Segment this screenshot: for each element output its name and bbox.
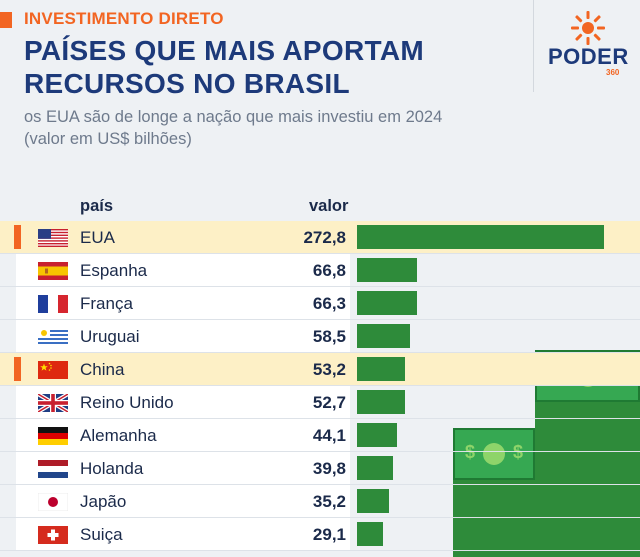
- value-label: 35,2: [312, 492, 346, 511]
- netherlands-flag-icon: [38, 460, 68, 478]
- switzerland-flag-icon: [38, 526, 68, 544]
- bar: [357, 390, 405, 414]
- spain-flag-icon: [38, 262, 68, 280]
- row-background: [16, 320, 350, 352]
- bar: [357, 456, 393, 480]
- japan-flag-icon: [38, 493, 68, 511]
- table-row: Holanda 39,8: [0, 452, 640, 485]
- highlight-marker: [14, 225, 21, 249]
- row-background: [16, 386, 350, 418]
- bar: [357, 423, 397, 447]
- germany-flag-icon: [38, 427, 68, 445]
- logo-text: PODER: [548, 44, 629, 69]
- bar: [357, 324, 410, 348]
- logo-divider: [533, 0, 534, 92]
- usa-flag-icon: [38, 229, 68, 247]
- table-row: Reino Unido 52,7: [0, 386, 640, 419]
- country-label: EUA: [80, 228, 115, 247]
- country-label: Holanda: [80, 459, 144, 478]
- table-row: Uruguai 58,5: [0, 320, 640, 353]
- value-label: 39,8: [312, 459, 346, 478]
- row-background: [16, 452, 350, 484]
- title-line-2: RECURSOS NO BRASIL: [24, 68, 350, 99]
- country-label: França: [80, 294, 133, 313]
- logo-subtext: 360: [606, 68, 620, 77]
- bar: [357, 357, 405, 381]
- value-label: 66,8: [312, 261, 346, 280]
- uruguay-flag-icon: [38, 328, 68, 346]
- table-row: Alemanha 44,1: [0, 419, 640, 452]
- value-label: 29,1: [312, 525, 346, 544]
- subtitle-line-2: (valor em US$ bilhões): [24, 130, 192, 148]
- country-label: Suiça: [80, 525, 123, 544]
- subtitle: os EUA são de longe a nação que mais inv…: [24, 106, 524, 150]
- value-label: 52,7: [312, 393, 346, 412]
- row-background: [16, 254, 350, 286]
- table-row: EUA 272,8: [0, 221, 640, 254]
- bar: [357, 522, 383, 546]
- value-label: 58,5: [312, 327, 346, 346]
- value-label: 53,2: [312, 360, 346, 379]
- uk-flag-icon: [38, 394, 68, 412]
- country-label: Alemanha: [80, 426, 157, 445]
- bar: [357, 258, 417, 282]
- table-row: França 66,3: [0, 287, 640, 320]
- country-label: Reino Unido: [80, 393, 174, 412]
- banknote-icon: $$: [453, 428, 535, 480]
- poder360-logo: PODER 360: [548, 10, 632, 80]
- column-header-value: valor: [309, 197, 349, 215]
- value-label: 44,1: [312, 426, 346, 445]
- kicker: INVESTIMENTO DIRETO: [24, 9, 224, 28]
- table-row: Japão 35,2: [0, 485, 640, 518]
- highlight-marker: [14, 357, 21, 381]
- sun-icon: [571, 11, 605, 45]
- row-background: [16, 518, 350, 550]
- subtitle-line-1: os EUA são de longe a nação que mais inv…: [24, 108, 443, 126]
- page-title: PAÍSES QUE MAIS APORTAM RECURSOS NO BRAS…: [24, 34, 424, 100]
- value-label: 66,3: [312, 294, 346, 313]
- table-row: Espanha 66,8: [0, 254, 640, 287]
- title-line-1: PAÍSES QUE MAIS APORTAM: [24, 35, 424, 66]
- row-background: [16, 353, 350, 385]
- value-label: 272,8: [303, 228, 346, 247]
- country-label: China: [80, 360, 125, 379]
- row-background: [16, 287, 350, 319]
- bar: [357, 291, 417, 315]
- bar: [357, 489, 389, 513]
- column-header-country: país: [80, 197, 114, 215]
- row-background: [16, 221, 350, 253]
- table-row: China 53,2: [0, 353, 640, 386]
- row-background: [16, 485, 350, 517]
- country-label: Uruguai: [80, 327, 140, 346]
- france-flag-icon: [38, 295, 68, 313]
- china-flag-icon: [38, 361, 68, 379]
- money-stack-short: $ $: [453, 428, 535, 557]
- kicker-accent-bar: [0, 12, 12, 28]
- country-label: Espanha: [80, 261, 148, 280]
- table-row: Suiça 29,1: [0, 518, 640, 551]
- row-background: [16, 419, 350, 451]
- bar: [357, 225, 604, 249]
- country-label: Japão: [80, 492, 127, 511]
